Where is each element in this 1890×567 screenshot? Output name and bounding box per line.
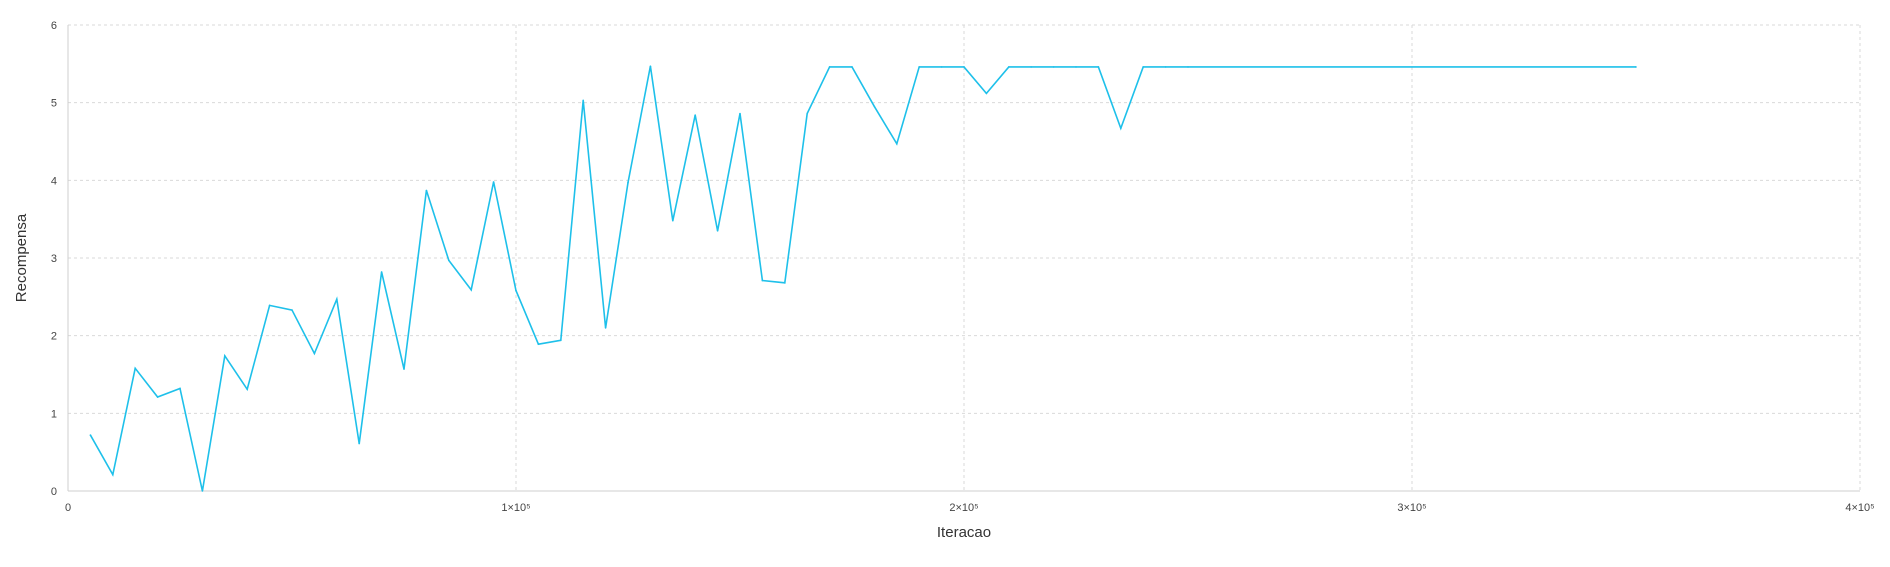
data-point [179,387,181,390]
data-point [515,289,517,292]
y-tick-label: 0 [51,486,57,498]
x-tick-label: 2×10⁵ [949,502,978,514]
data-point [1075,66,1077,68]
data-point [649,65,652,67]
data-point [156,396,159,398]
data-point [560,339,562,342]
data-point [112,473,114,476]
data-point [582,99,584,102]
data-point [694,114,696,116]
data-point [963,66,965,68]
data-point [716,230,719,232]
axes [67,25,1860,492]
data-point [985,92,988,95]
data-point [761,279,764,282]
x-tick-labels: 0 1×10⁵ 2×10⁵ 3×10⁵ 4×10⁵ [65,502,1875,514]
data-point [313,352,316,355]
data-point [918,66,920,68]
data-point [1030,66,1032,68]
data-point [201,490,204,492]
data-point [89,434,92,436]
x-tick-label: 1×10⁵ [501,502,530,514]
data-point [268,304,271,307]
data-point [851,66,853,68]
data-point [1008,66,1010,68]
y-tick-label: 3 [51,253,57,265]
data-point [380,271,383,273]
data-point [224,355,226,357]
data-point [470,289,473,291]
data-point [672,219,674,222]
series-line [89,66,1636,492]
data-point [537,343,540,346]
y-axis-title: Recompensa [13,213,30,302]
y-tick-label: 1 [51,408,57,420]
data-point [448,259,450,262]
data-point [403,368,405,370]
y-tick-label: 4 [51,175,57,187]
data-point [806,112,808,115]
data-point [425,189,428,192]
data-point [896,143,898,145]
data-point [1097,66,1100,68]
y-tick-labels: 0 1 2 3 4 5 6 [51,20,57,498]
data-point [358,442,361,445]
data-point [1120,127,1122,130]
data-point [1164,66,1167,68]
y-tick-label: 2 [51,331,57,343]
data-point [1142,66,1144,68]
data-point [336,298,338,300]
x-tick-label: 0 [65,502,71,514]
data-point [784,282,786,284]
data-point [627,181,629,184]
y-tick-label: 5 [51,98,57,110]
data-point [134,367,136,370]
data-point [1187,66,1189,68]
x-axis-title: Iteracao [937,524,991,541]
data-point [739,112,741,115]
data-point [291,309,293,311]
data-point [604,327,607,329]
data-point [873,105,876,108]
data-point [828,66,831,68]
data-point [492,181,495,183]
data-point [246,388,248,391]
y-tick-label: 6 [51,20,57,32]
x-tick-label: 4×10⁵ [1845,502,1874,514]
data-point [940,66,943,68]
data-point [1052,66,1055,68]
data-point [1635,66,1637,68]
x-tick-label: 3×10⁵ [1397,502,1426,514]
series-group [89,65,1637,492]
